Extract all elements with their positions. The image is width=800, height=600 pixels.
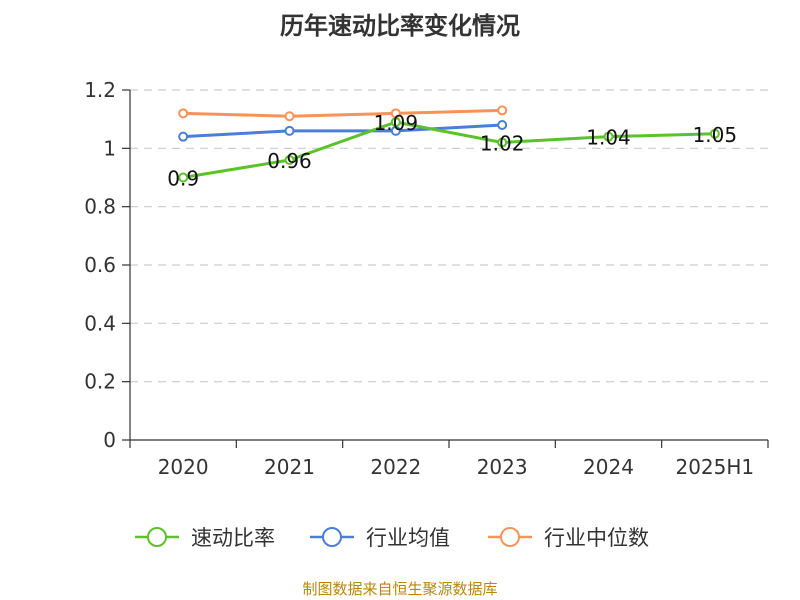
y-tick-label: 1.2 xyxy=(84,78,116,102)
data-point xyxy=(284,155,295,165)
axes: 0 0.2 0.4 0.6 0.8 1 1.2 2020 2021 2022 2023 2024 202… xyxy=(84,78,769,479)
series-line xyxy=(183,108,503,118)
y-tick-label: 0.2 xyxy=(84,370,116,394)
data-point xyxy=(390,117,401,128)
data-point xyxy=(178,172,189,183)
legend: 速动比率 行业均值 行业中位数 xyxy=(135,526,649,550)
legend-label: 行业均值 xyxy=(366,526,450,550)
data-point xyxy=(178,131,189,142)
y-tick-label: 0.8 xyxy=(84,195,116,219)
legend-marker xyxy=(322,527,342,547)
data-label: 1.05 xyxy=(693,123,738,147)
data-label: 0.9 xyxy=(167,167,199,191)
data-point xyxy=(497,105,508,116)
data-label: 1.02 xyxy=(480,132,525,156)
series-group xyxy=(178,105,720,183)
legend-label: 行业中位数 xyxy=(544,526,649,550)
x-tick-label: 2023 xyxy=(477,455,528,479)
x-tick-label: 2025H1 xyxy=(675,455,754,479)
x-tick-label: 2020 xyxy=(158,455,209,479)
y-tick-label: 0.4 xyxy=(84,311,116,335)
x-tick-label: 2024 xyxy=(583,455,634,479)
data-label: 0.96 xyxy=(267,149,312,173)
data-point xyxy=(284,125,295,136)
legend-marker xyxy=(147,527,167,547)
data-label: 1.09 xyxy=(374,111,419,135)
series-line xyxy=(182,120,715,179)
legend-marker xyxy=(500,527,520,547)
data-labels: 0.9 0.96 1.09 1.02 1.04 1.05 xyxy=(167,111,737,190)
x-tick-label: 2022 xyxy=(370,455,421,479)
legend-label: 速动比率 xyxy=(191,526,275,550)
y-tick-label: 1 xyxy=(103,136,116,160)
x-tick-label: 2021 xyxy=(264,455,315,479)
data-point xyxy=(603,131,614,142)
chart-title: 历年速动比率变化情况 xyxy=(280,12,520,40)
data-label: 1.04 xyxy=(586,126,631,150)
y-tick-label: 0.6 xyxy=(84,253,116,277)
series-line xyxy=(183,123,503,139)
y-tick-label: 0 xyxy=(103,428,116,452)
data-point xyxy=(709,128,720,139)
data-point xyxy=(497,137,508,148)
source-note: 制图数据来自恒生聚源数据库 xyxy=(302,580,497,598)
data-point xyxy=(178,108,189,119)
data-point xyxy=(497,120,508,130)
data-point xyxy=(284,111,295,122)
